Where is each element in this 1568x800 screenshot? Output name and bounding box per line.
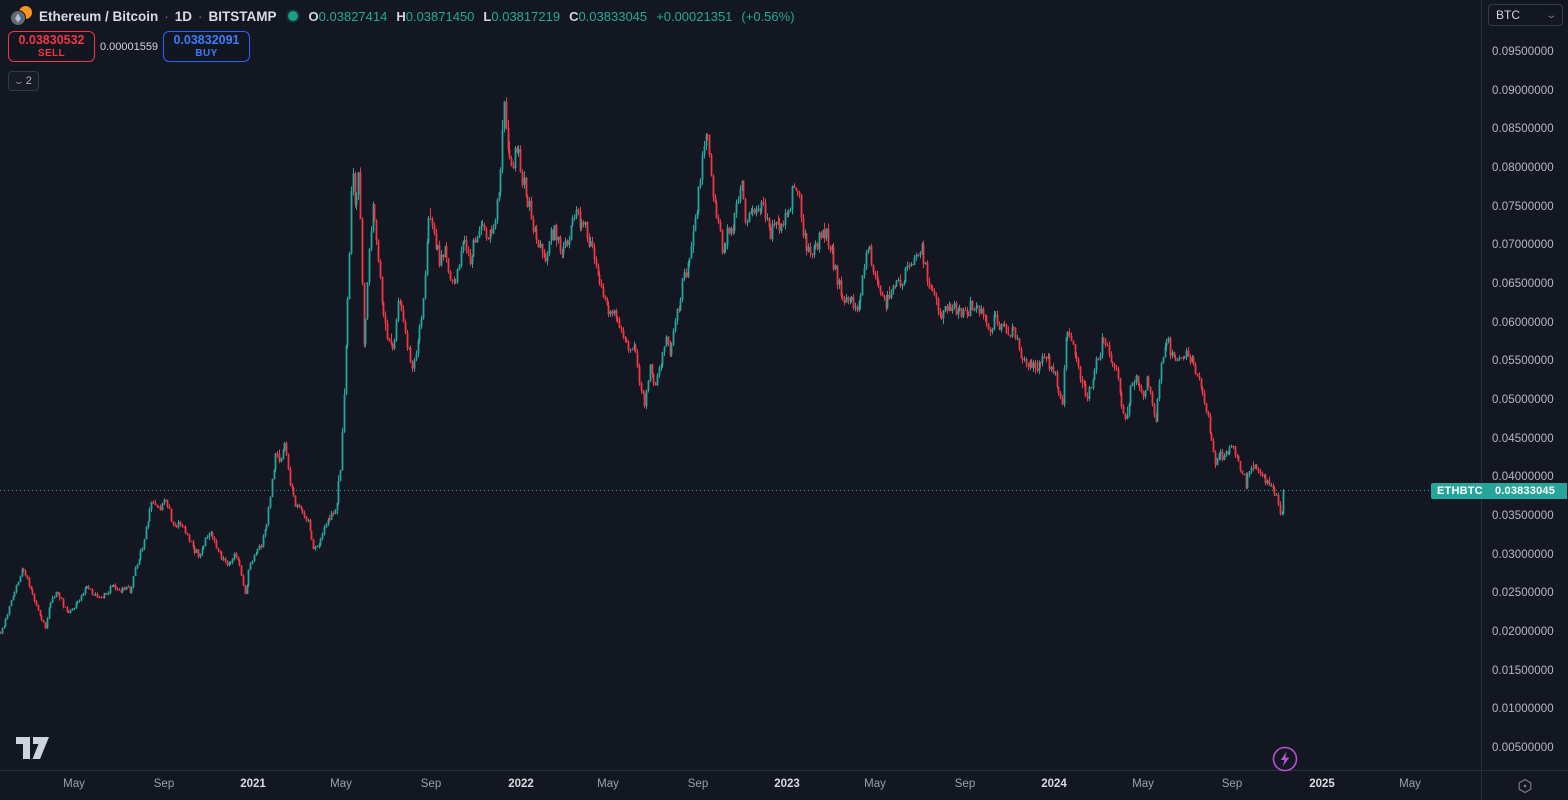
time-axis-label: May (597, 778, 619, 790)
price-axis-label: 0.05000000 (1492, 393, 1554, 406)
price-axis-label: 0.02500000 (1492, 587, 1554, 600)
price-axis-label: 0.08000000 (1492, 161, 1554, 174)
chevron-down-icon: ⌄ (13, 75, 25, 86)
time-axis-label: May (63, 778, 85, 790)
ethereum-coin-icon (10, 10, 26, 26)
price-axis-label: 0.01500000 (1492, 664, 1554, 677)
candlestick-chart[interactable] (0, 0, 1481, 770)
time-axis-label: May (1132, 778, 1154, 790)
price-axis-label: 0.06500000 (1492, 277, 1554, 290)
price-axis-label: 0.02000000 (1492, 625, 1554, 638)
lightning-bolt-icon (1272, 746, 1298, 772)
ohlc-values: O0.03827414 H0.03871450 L0.03817219 C0.0383… (309, 9, 795, 24)
price-axis-label: 0.03000000 (1492, 548, 1554, 561)
price-axis-label: 0.06000000 (1492, 316, 1554, 329)
change-pct: (+0.56%) (741, 8, 795, 24)
price-axis-label: 0.04000000 (1492, 471, 1554, 484)
price-axis-label: 0.03500000 (1492, 509, 1554, 522)
time-axis-label: 2025 (1309, 778, 1335, 790)
price-axis-label: 0.00500000 (1492, 741, 1554, 754)
price-line-symbol-chip: ETHBTC (1431, 482, 1489, 499)
tradingview-logo-icon (16, 737, 49, 759)
sell-button[interactable]: 0.03830532 SELL (8, 31, 95, 62)
time-axis[interactable]: May Sep 2021 May Sep 2022 May Sep 2023 May Sep 2024… (0, 770, 1568, 800)
market-status-dot-icon (287, 11, 298, 21)
time-axis-label: May (864, 778, 886, 790)
time-axis-label: 2022 (508, 778, 534, 790)
time-axis-label: Sep (954, 778, 976, 790)
price-axis-label: 0.01000000 (1492, 703, 1554, 716)
ohlc-item: H0.03871450 (396, 8, 475, 24)
axis-settings-icon (1518, 778, 1532, 793)
time-axis-label: 2021 (240, 778, 266, 790)
time-axis-label: Sep (1221, 778, 1243, 790)
time-axis-label: May (1399, 778, 1421, 790)
time-axis-label: Sep (153, 778, 175, 790)
unit-currency-dropdown[interactable]: BTC ⌄ (1488, 4, 1563, 26)
tradingview-logo[interactable] (15, 737, 51, 764)
current-price-chip: 0.03833045 (1483, 482, 1567, 499)
price-axis-label: 0.05500000 (1492, 355, 1554, 368)
time-axis-label: Sep (687, 778, 709, 790)
exchange-label: BITSTAMP (208, 8, 277, 24)
time-axis-label: 2024 (1041, 778, 1067, 790)
chart-pane[interactable] (0, 0, 1481, 770)
symbol-pair-label: Ethereum / Bitcoin (39, 8, 159, 24)
buy-button[interactable]: 0.03832091 BUY (163, 31, 250, 62)
chevron-down-icon: ⌄ (1544, 9, 1557, 21)
instant-trading-button[interactable] (1270, 744, 1300, 779)
ohlc-item: L0.03817219 (483, 8, 561, 24)
time-axis-label: Sep (420, 778, 442, 790)
symbol-title[interactable]: Ethereum / Bitcoin · 1D · BITSTAMP (39, 8, 277, 24)
time-axis-label: 2023 (774, 778, 800, 790)
object-tree-collapse-toggle[interactable]: ⌄ 2 (8, 71, 39, 91)
price-axis[interactable]: BTC ⌄ 0.09500000 0.09000000 0.08500000 0.08… (1481, 0, 1568, 770)
price-axis-label: 0.07000000 (1492, 239, 1554, 252)
price-axis-label: 0.09500000 (1492, 46, 1554, 58)
ohlc-item: O0.03827414 (308, 8, 388, 24)
spread-value: 0.00001559 (99, 40, 159, 53)
symbol-pair-icon (10, 6, 32, 26)
price-axis-label: 0.07500000 (1492, 200, 1554, 213)
collapse-count: 2 (25, 75, 32, 87)
symbol-header: Ethereum / Bitcoin · 1D · BITSTAMP O0.03… (10, 6, 795, 26)
time-axis-label: May (330, 778, 352, 790)
sell-price: 0.03830532 (18, 33, 85, 48)
axis-settings-corner[interactable] (1481, 770, 1568, 800)
change-abs: +0.00021351 (656, 8, 733, 24)
interval-label: 1D (174, 8, 193, 24)
price-axis-label: 0.08500000 (1492, 123, 1554, 136)
price-axis-label: 0.04500000 (1492, 432, 1554, 445)
trade-buttons-row: 0.03830532 SELL 0.00001559 0.03832091 BU… (8, 31, 250, 62)
buy-price: 0.03832091 (173, 33, 240, 48)
ohlc-item: C0.03833045 (569, 8, 648, 24)
price-axis-label: 0.09000000 (1492, 84, 1554, 97)
